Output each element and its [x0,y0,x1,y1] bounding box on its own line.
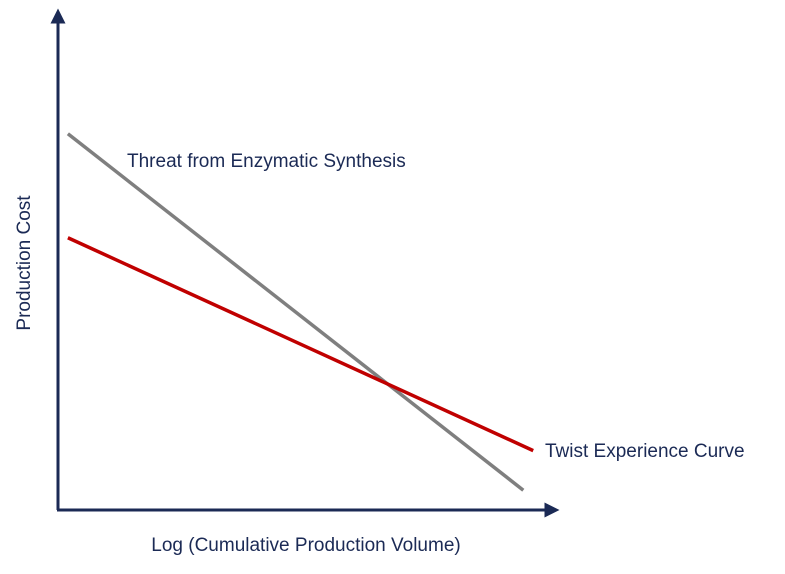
y-axis-label: Production Cost [14,195,35,331]
series-line [67,236,534,453]
series-label: Twist Experience Curve [545,441,745,462]
series-label: Threat from Enzymatic Synthesis [127,151,406,172]
x-axis-label: Log (Cumulative Production Volume) [151,535,460,556]
series-line [66,132,525,492]
